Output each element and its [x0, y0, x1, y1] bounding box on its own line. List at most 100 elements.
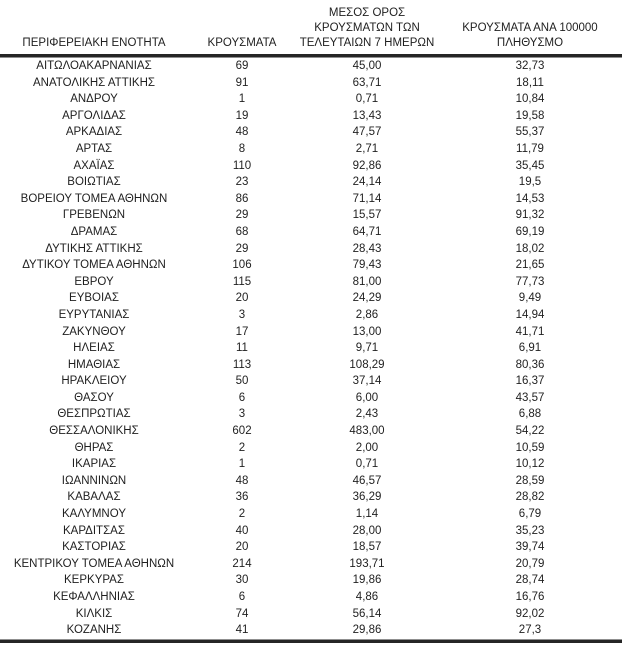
region-cell: ΑΡΚΑΔΙΑΣ: [65, 126, 123, 139]
table-row: ΚΕΡΚΥΡΑΣ 30 19,86 28,74: [0, 572, 622, 589]
avg-7day-cell: 36,29: [352, 491, 382, 504]
avg-7day-cell: 71,14: [352, 192, 382, 205]
cases-cell: 11: [236, 342, 248, 355]
region-cell: ΓΡΕΒΕΝΩΝ: [62, 209, 126, 222]
col-header-avg-7day: ΜΕΣΟΣ ΟΡΟΣ ΚΡΟΥΣΜΑΤΩΝ ΤΩΝ ΤΕΛΕΥΤΑΙΩΝ 7 Η…: [296, 0, 438, 57]
table-row: ΙΚΑΡΙΑΣ 1 0,71 10,12: [0, 456, 622, 473]
per-100k-cell: 19,58: [515, 109, 545, 122]
region-cell: ΑΡΓΟΛΙΔΑΣ: [62, 109, 126, 122]
cases-cell: 6: [238, 391, 246, 404]
region-cell: ΑΙΤΩΛΟΑΚΑΡΝΑΝΙΑΣ: [0, 57, 188, 75]
table-header: ΠΕΡΙΦΕΡΕΙΑΚΗ ΕΝΟΤΗΤΑ ΚΡΟΥΣΜΑΤΑ ΜΕΣΟΣ ΟΡΟ…: [0, 0, 622, 57]
per-100k-cell: 18,11: [516, 76, 544, 89]
cases-cell: 40: [235, 524, 249, 537]
table-row: ΑΡΓΟΛΙΔΑΣ 19 13,43 19,58: [0, 108, 622, 125]
table-row: ΑΝΔΡΟΥ 1 0,71 10,84: [0, 91, 622, 108]
cases-cell: 20: [235, 541, 249, 554]
region-cell: ΕΥΒΟΙΑΣ: [69, 292, 119, 305]
table-row: ΑΡΤΑΣ 8 2,71 11,79: [0, 141, 622, 158]
avg-7day-cell: 81,00: [352, 275, 382, 288]
region-cell: ΙΩΑΝΝΙΝΩΝ: [61, 474, 127, 487]
region-cell: ΘΕΣΣΑΛΟΝΙΚΗΣ: [49, 425, 139, 438]
per-100k-cell: 80,36: [515, 358, 545, 371]
table-row: ΔΡΑΜΑΣ 68 64,71 69,19: [0, 224, 622, 241]
region-cell: ΚΑΣΤΟΡΙΑΣ: [62, 541, 126, 554]
region-cell: ΔΡΑΜΑΣ: [70, 225, 118, 238]
per-100k-cell: 69,19: [515, 225, 545, 238]
cases-cell: 20: [235, 292, 249, 305]
table-body: ΑΙΤΩΛΟΑΚΑΡΝΑΝΙΑΣ 69 45,00 32,73 ΑΝΑΤΟΛΙΚ…: [0, 57, 622, 640]
region-cell: ΗΛΕΙΑΣ: [73, 342, 115, 355]
header-row: ΠΕΡΙΦΕΡΕΙΑΚΗ ΕΝΟΤΗΤΑ ΚΡΟΥΣΜΑΤΑ ΜΕΣΟΣ ΟΡΟ…: [0, 0, 622, 57]
avg-7day-cell: 24,29: [352, 292, 382, 305]
region-cell: ΕΒΡΟΥ: [74, 275, 114, 288]
cases-cell: 29: [235, 242, 249, 255]
cases-cell: 68: [235, 225, 249, 238]
region-cell: ΚΕΝΤΡΙΚΟΥ ΤΟΜΕΑ ΑΘΗΝΩΝ: [13, 557, 175, 570]
avg-7day-cell: 2,43: [355, 408, 379, 421]
cases-cell: 1: [238, 93, 246, 106]
avg-7day-cell: 47,57: [352, 126, 382, 139]
avg-7day-cell: 9,71: [355, 342, 379, 355]
per-100k-cell: 19,5: [518, 176, 542, 189]
avg-7day-cell: 1,14: [355, 508, 379, 521]
per-100k-cell: 14,53: [515, 192, 545, 205]
table-row: ΚΑΡΔΙΤΣΑΣ 40 28,00 35,23: [0, 523, 622, 540]
cases-cell: 48: [235, 126, 249, 139]
col-header-cases: ΚΡΟΥΣΜΑΤΑ: [188, 0, 296, 57]
table-row: ΖΑΚΥΝΘΟΥ 17 13,00 41,71: [0, 324, 622, 341]
cases-cell: 214: [232, 557, 252, 570]
cases-cell: 1: [238, 458, 246, 471]
avg-7day-cell: 15,57: [352, 209, 382, 222]
region-cell: ΚΙΛΚΙΣ: [75, 607, 113, 620]
cases-cell: 2: [238, 441, 246, 454]
cases-cell: 115: [232, 275, 252, 288]
region-cell: ΑΝΑΤΟΛΙΚΗΣ ΑΤΤΙΚΗΣ: [32, 76, 155, 89]
region-cell: ΘΗΡΑΣ: [74, 441, 114, 454]
cases-cell: 113: [232, 358, 252, 371]
table-row: ΚΑΣΤΟΡΙΑΣ 20 18,57 39,74: [0, 539, 622, 556]
table-row: ΕΥΒΟΙΑΣ 20 24,29 9,49: [0, 290, 622, 307]
table-row: ΗΡΑΚΛΕΙΟΥ 50 37,14 16,37: [0, 373, 622, 390]
cases-cell: 50: [235, 375, 249, 388]
avg-7day-cell: 19,86: [352, 574, 382, 587]
per-100k-cell: 9,49: [518, 292, 542, 305]
cases-cell: 19: [235, 109, 249, 122]
table-row: ΒΟΡΕΙΟΥ ΤΟΜΕΑ ΑΘΗΝΩΝ 86 71,14 14,53: [0, 191, 622, 208]
region-cell: ΔΥΤΙΚΗΣ ΑΤΤΙΚΗΣ: [45, 242, 143, 255]
per-100k-cell: 28,59: [515, 474, 545, 487]
per-100k-cell: 21,65: [515, 259, 545, 272]
region-cell: ΚΟΖΑΝΗΣ: [0, 622, 188, 640]
table-row: ΚΕΝΤΡΙΚΟΥ ΤΟΜΕΑ ΑΘΗΝΩΝ 214 193,71 20,79: [0, 556, 622, 573]
per-100k-cell: 77,73: [515, 275, 545, 288]
avg-7day-cell: 2,71: [355, 142, 379, 155]
table-row: ΑΡΚΑΔΙΑΣ 48 47,57 55,37: [0, 124, 622, 141]
table-row: ΒΟΙΩΤΙΑΣ 23 24,14 19,5: [0, 174, 622, 191]
table-row: ΔΥΤΙΚΟΥ ΤΟΜΕΑ ΑΘΗΝΩΝ 106 79,43 21,65: [0, 257, 622, 274]
cases-cell: 6: [238, 591, 246, 603]
per-100k-cell: 54,22: [515, 425, 545, 438]
cases-cell: 8: [238, 142, 246, 155]
cases-cell: 106: [232, 259, 252, 272]
region-cell: ΑΧΑΪΑΣ: [73, 159, 115, 172]
region-cell: ΚΑΡΔΙΤΣΑΣ: [63, 524, 125, 537]
per-100k-cell: 39,74: [515, 541, 545, 554]
col-header-per-100k: ΚΡΟΥΣΜΑΤΑ ΑΝΑ 100000 ΠΛΗΘΥΣΜΟ: [438, 0, 622, 57]
table-row: ΑΝΑΤΟΛΙΚΗΣ ΑΤΤΙΚΗΣ 91 63,71 18,11: [0, 75, 622, 92]
table-row: ΘΕΣΠΡΩΤΙΑΣ 3 2,43 6,88: [0, 406, 622, 423]
region-cell: ΚΑΒΑΛΑΣ: [67, 491, 121, 504]
avg-7day-cell: 28,00: [352, 524, 382, 537]
cases-cell: 86: [235, 192, 249, 205]
table-row: ΗΜΑΘΙΑΣ 113 108,29 80,36: [0, 357, 622, 374]
table-row: ΚΕΦΑΛΛΗΝΙΑΣ 6 4,86 16,76: [0, 589, 622, 606]
per-100k-cell: 28,82: [515, 491, 545, 504]
avg-7day-cell: 29,86: [296, 622, 438, 640]
region-cell: ΗΡΑΚΛΕΙΟΥ: [61, 375, 127, 388]
table-row: ΓΡΕΒΕΝΩΝ 29 15,57 91,32: [0, 207, 622, 224]
per-100k-cell: 10,59: [515, 441, 545, 454]
per-100k-cell: 35,45: [515, 159, 545, 172]
per-100k-cell: 43,57: [515, 391, 545, 404]
cases-cell: 23: [235, 176, 249, 189]
avg-7day-cell: 28,43: [352, 242, 382, 255]
table-row: ΚΙΛΚΙΣ 74 56,14 92,02: [0, 606, 622, 623]
